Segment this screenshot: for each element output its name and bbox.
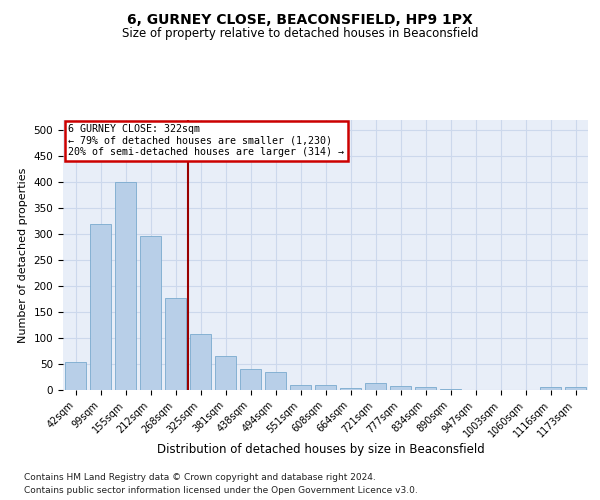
Bar [540, 388, 561, 390]
Bar [215, 356, 236, 390]
Bar [390, 386, 411, 390]
Bar [415, 387, 436, 390]
Bar [365, 382, 386, 390]
Text: Size of property relative to detached houses in Beaconsfield: Size of property relative to detached ho… [122, 28, 478, 40]
Bar [190, 334, 211, 390]
Bar [265, 372, 286, 390]
Bar [115, 182, 136, 390]
Bar [90, 224, 111, 390]
Bar [65, 362, 86, 390]
Bar [290, 386, 311, 390]
Text: Contains HM Land Registry data © Crown copyright and database right 2024.: Contains HM Land Registry data © Crown c… [24, 472, 376, 482]
Bar [240, 369, 261, 390]
Bar [315, 386, 336, 390]
Bar [565, 388, 586, 390]
Text: Distribution of detached houses by size in Beaconsfield: Distribution of detached houses by size … [157, 442, 485, 456]
Text: 6 GURNEY CLOSE: 322sqm
← 79% of detached houses are smaller (1,230)
20% of semi-: 6 GURNEY CLOSE: 322sqm ← 79% of detached… [68, 124, 344, 157]
Text: Contains public sector information licensed under the Open Government Licence v3: Contains public sector information licen… [24, 486, 418, 495]
Bar [340, 388, 361, 390]
Y-axis label: Number of detached properties: Number of detached properties [18, 168, 28, 342]
Text: 6, GURNEY CLOSE, BEACONSFIELD, HP9 1PX: 6, GURNEY CLOSE, BEACONSFIELD, HP9 1PX [127, 12, 473, 26]
Bar [165, 298, 186, 390]
Bar [440, 389, 461, 390]
Bar [140, 236, 161, 390]
